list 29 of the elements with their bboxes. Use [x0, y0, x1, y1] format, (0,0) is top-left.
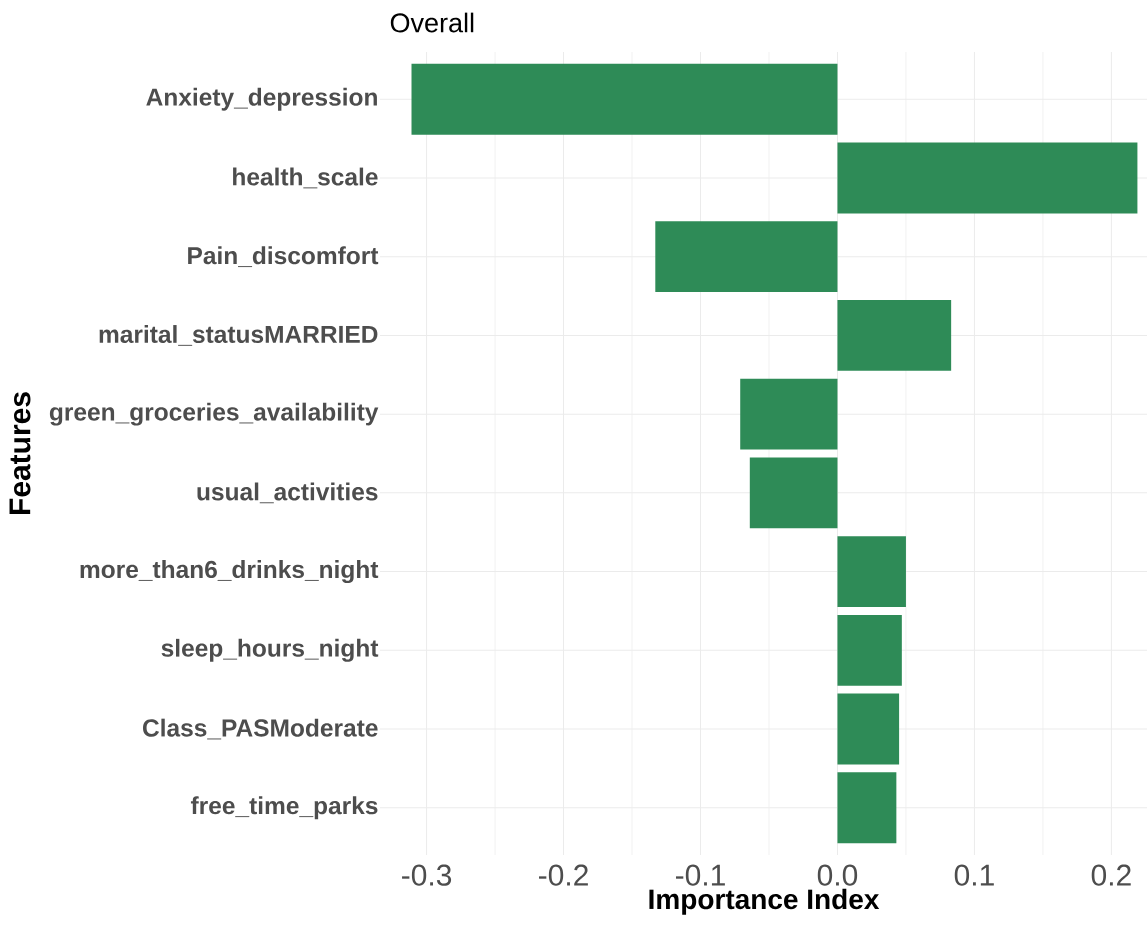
- y-tick-label: more_than6_drinks_night: [80, 560, 379, 584]
- chart-title: Overall: [390, 12, 474, 33]
- y-tick-label: sleep_hours_night: [161, 638, 379, 662]
- bar: [411, 63, 838, 135]
- y-tick-label: usual_activities: [197, 482, 378, 504]
- x-tick-label: -0.3: [402, 864, 452, 886]
- x-tick-label: 0.1: [954, 864, 994, 886]
- y-axis-title: Features: [9, 392, 31, 515]
- x-tick-label: 0.2: [1091, 864, 1131, 886]
- bar: [837, 693, 900, 765]
- x-tick-label: 0.0: [817, 864, 858, 886]
- x-axis-title: Importance Index: [649, 888, 880, 915]
- y-tick-label: green_groceries_availability: [49, 402, 379, 426]
- bar: [837, 142, 1138, 214]
- x-tick-label: -0.1: [675, 864, 725, 886]
- bar: [837, 614, 902, 686]
- bar: [740, 378, 838, 450]
- bar: [837, 772, 897, 844]
- y-tick-label: Pain_discomfort: [188, 246, 379, 268]
- bar: [749, 457, 838, 529]
- bar: [837, 300, 952, 371]
- bar: [837, 536, 906, 608]
- bar: [655, 221, 838, 293]
- x-tick-label: -0.2: [539, 864, 588, 886]
- y-tick-label: Anxiety_depression: [146, 87, 377, 111]
- y-tick-label: marital_statusMARRIED: [99, 325, 378, 346]
- y-tick-label: health_scale: [233, 167, 378, 189]
- y-tick-label: Class_PASModerate: [143, 718, 378, 740]
- y-tick-label: free_time_parks: [190, 796, 378, 820]
